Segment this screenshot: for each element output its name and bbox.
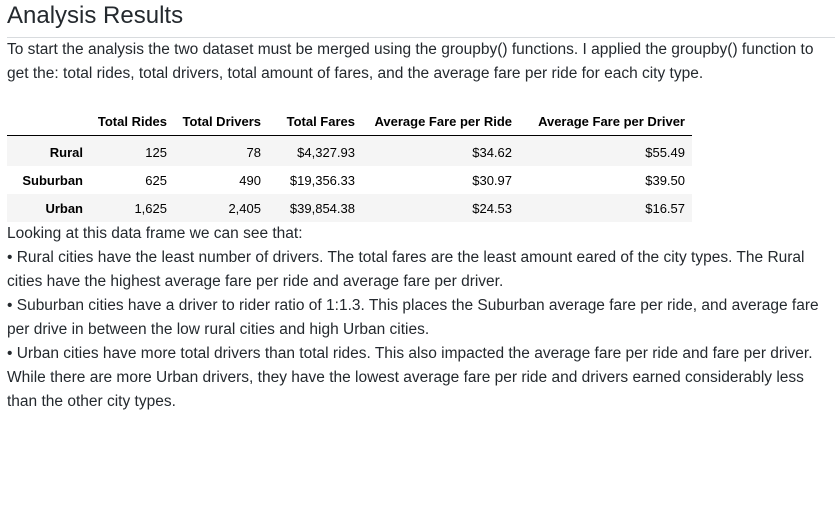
column-header-total-fares: Total Fares	[268, 108, 362, 136]
total-rides-cell: 625	[145, 172, 167, 188]
bullet-suburban: • Suburban cities have a driver to rider…	[7, 297, 819, 338]
column-header-index	[7, 108, 90, 136]
table-row: Rural 125 78 $4,327.93 $34.62 $55.49	[7, 135, 692, 166]
average-fare-per-ride-cell: $30.97	[472, 172, 512, 188]
average-fare-per-ride-cell: $34.62	[472, 144, 512, 160]
column-header-total-drivers: Total Drivers	[174, 108, 268, 136]
average-fare-per-ride-cell: $24.53	[472, 200, 512, 216]
results-dataframe: Total Rides Total Drivers Total Fares Av…	[7, 108, 692, 222]
bullet-urban: • Urban cities have more total drivers t…	[7, 345, 813, 410]
row-index-label: Urban	[45, 200, 83, 216]
observation-intro: Looking at this data frame we can see th…	[7, 225, 303, 242]
notebook-cell: Analysis Results To start the analysis t…	[7, 0, 835, 414]
row-index-label: Suburban	[22, 172, 83, 188]
average-fare-per-driver-cell: $55.49	[645, 144, 685, 160]
column-header-total-rides: Total Rides	[90, 108, 174, 136]
column-header-average-fare-per-ride: Average Fare per Ride	[362, 108, 519, 136]
total-rides-cell: 125	[145, 144, 167, 160]
total-rides-cell: 1,625	[134, 200, 167, 216]
column-header-average-fare-per-driver: Average Fare per Driver	[519, 108, 692, 136]
total-drivers-cell: 2,405	[228, 200, 261, 216]
total-fares-cell: $39,854.38	[289, 200, 355, 216]
average-fare-per-driver-cell: $16.57	[645, 200, 685, 216]
average-fare-per-driver-cell: $39.50	[645, 172, 685, 188]
row-index-label: Rural	[49, 144, 83, 160]
total-drivers-cell: 490	[239, 172, 261, 188]
table-row: Suburban 625 490 $19,356.33 $30.97 $39.5…	[7, 166, 692, 194]
table-header-row: Total Rides Total Drivers Total Fares Av…	[7, 108, 692, 136]
total-fares-cell: $19,356.33	[289, 172, 355, 188]
heading-divider	[7, 37, 835, 38]
table-row: Urban 1,625 2,405 $39,854.38 $24.53 $16.…	[7, 194, 692, 222]
bullet-rural: • Rural cities have the least number of …	[7, 249, 805, 290]
total-fares-cell: $4,327.93	[297, 144, 355, 160]
intro-paragraph: To start the analysis the two dataset mu…	[7, 41, 814, 82]
section-heading: Analysis Results	[7, 2, 184, 29]
total-drivers-cell: 78	[246, 144, 261, 160]
